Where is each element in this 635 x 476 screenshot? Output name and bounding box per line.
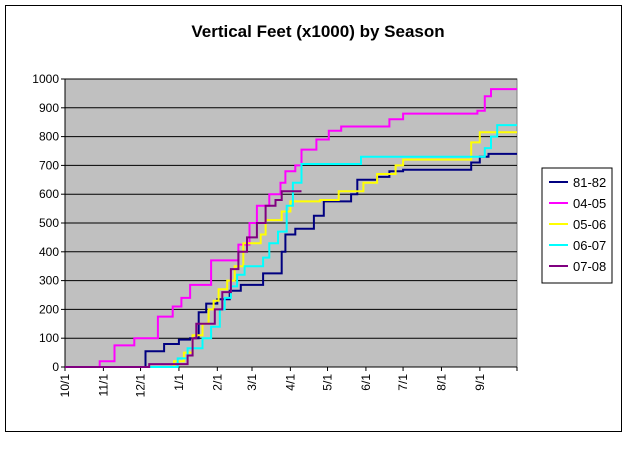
y-axis-ticks: 0 100 200 300 400 500 600 700 800 900 1000 bbox=[32, 72, 65, 374]
chart-title: Vertical Feet (x1000) by Season bbox=[191, 22, 444, 41]
x-tick-label: 11/1 bbox=[96, 374, 110, 397]
series-line-07-08 bbox=[65, 190, 302, 368]
y-tick-label: 100 bbox=[39, 331, 59, 345]
series-lines bbox=[65, 88, 517, 368]
x-tick-label: 6/1 bbox=[359, 374, 373, 391]
legend-label: 07-08 bbox=[573, 259, 606, 274]
y-tick-label: 200 bbox=[39, 302, 59, 316]
x-tick-label: 9/1 bbox=[473, 374, 487, 391]
x-tick-label: 7/1 bbox=[396, 374, 410, 391]
legend-label: 81-82 bbox=[573, 175, 606, 190]
x-tick-label: 3/1 bbox=[245, 374, 259, 391]
legend: 81-82 04-05 05-06 06-07 07-08 bbox=[541, 167, 613, 284]
y-tick-label: 700 bbox=[39, 158, 59, 172]
x-tick-label: 10/1 bbox=[58, 374, 72, 398]
line-chart: Vertical Feet (x1000) by Season 0 100 200 3… bbox=[32, 22, 613, 398]
legend-label: 04-05 bbox=[573, 196, 606, 211]
chart-frame: Vertical Feet (x1000) by Season 0 100 200 3… bbox=[5, 5, 622, 432]
legend-label: 06-07 bbox=[573, 238, 606, 253]
x-tick-label: 8/1 bbox=[434, 374, 448, 391]
y-tick-label: 0 bbox=[52, 360, 59, 374]
y-tick-label: 900 bbox=[39, 101, 59, 115]
series-line-06-07 bbox=[65, 124, 517, 368]
legend-label: 05-06 bbox=[573, 217, 606, 232]
x-axis-ticks: 10/1 11/1 12/1 1/1 2/1 3/1 4/1 5/1 6/1 7/1 8/1 9/1 bbox=[58, 367, 518, 398]
series-line-04-05 bbox=[65, 88, 517, 368]
x-tick-label: 1/1 bbox=[172, 374, 186, 391]
series-line-81-82 bbox=[65, 152, 517, 368]
x-tick-label: 5/1 bbox=[321, 374, 335, 391]
x-tick-label: 2/1 bbox=[210, 374, 224, 391]
y-tick-label: 400 bbox=[39, 245, 59, 259]
y-tick-label: 800 bbox=[39, 130, 59, 144]
y-tick-label: 300 bbox=[39, 274, 59, 288]
x-tick-label: 4/1 bbox=[283, 374, 297, 391]
y-tick-label: 600 bbox=[39, 187, 59, 201]
x-tick-label: 12/1 bbox=[134, 374, 148, 398]
legend-box bbox=[541, 167, 613, 284]
y-tick-label: 1000 bbox=[32, 72, 59, 86]
y-tick-label: 500 bbox=[39, 216, 59, 230]
series-line-05-06 bbox=[65, 131, 517, 368]
